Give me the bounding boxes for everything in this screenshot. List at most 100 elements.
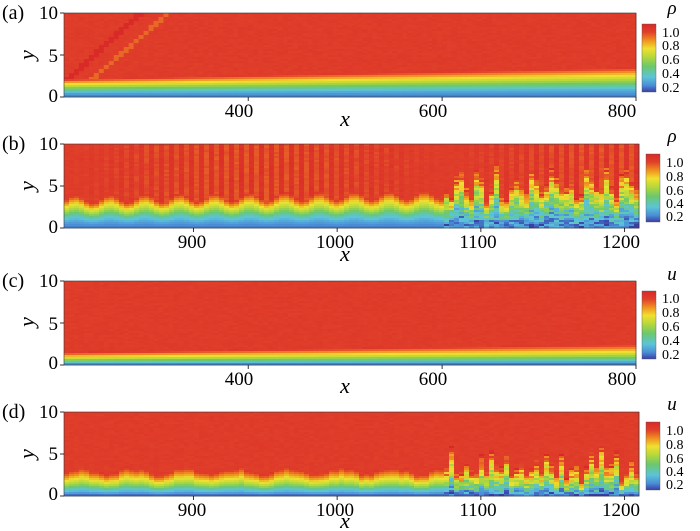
heatmap-cell [248, 49, 254, 52]
heatmap-cell [506, 45, 513, 48]
heatmap-cell [133, 33, 139, 36]
heatmap-cell [496, 67, 503, 70]
heatmap-cell [417, 91, 423, 94]
colorbar-a: ρ 1.0 0.8 0.6 0.4 0.2 [641, 0, 680, 96]
heatmap-cell [322, 21, 329, 24]
heatmap-cell [442, 61, 448, 64]
heatmap-cell [446, 57, 453, 60]
heatmap-cell [208, 47, 214, 50]
heatmap-cell [501, 49, 508, 52]
heatmap-cell [218, 93, 224, 96]
heatmap-cell [546, 37, 552, 40]
heatmap-cell [496, 23, 503, 26]
heatmap-cell [257, 61, 264, 64]
heatmap-cell [243, 59, 249, 62]
heatmap-cell [437, 37, 443, 40]
heatmap-cell [218, 23, 224, 26]
heatmap-cell [267, 15, 274, 18]
heatmap-cell [208, 29, 214, 32]
heatmap-cell [233, 83, 239, 86]
heatmap-cell [148, 93, 154, 96]
heatmap-cell [352, 69, 358, 72]
heatmap-cell [228, 95, 234, 98]
heatmap-cell [198, 23, 204, 26]
heatmap-cell [93, 53, 100, 56]
heatmap-cell [362, 95, 368, 98]
heatmap-cell [432, 57, 438, 60]
heatmap-cell [392, 77, 398, 80]
heatmap-cell [178, 65, 184, 68]
heatmap-cell [188, 87, 194, 90]
heatmap-cell [203, 25, 209, 28]
heatmap-cell [64, 31, 70, 34]
heatmap-cell [397, 45, 403, 48]
heatmap-cell [267, 45, 274, 48]
heatmap-cell [307, 49, 314, 52]
heatmap-cell [556, 31, 562, 34]
heatmap-cell [337, 83, 343, 86]
heatmap-cell [223, 17, 229, 20]
heatmap-cell [536, 65, 542, 68]
heatmap-cell [332, 77, 338, 80]
heatmap-cell [64, 15, 70, 18]
heatmap-cell [282, 33, 289, 36]
heatmap-cell [83, 93, 90, 96]
heatmap-cell [486, 37, 493, 40]
heatmap-cell [238, 59, 244, 62]
heatmap-cell [282, 67, 289, 70]
heatmap-cell [392, 81, 398, 84]
heatmap-cell [367, 17, 373, 20]
heatmap-cell [297, 57, 304, 60]
heatmap-cell [158, 59, 164, 62]
heatmap-cell [496, 43, 503, 46]
heatmap-cell [352, 17, 358, 20]
heatmap-cell [143, 75, 149, 78]
heatmap-cell [506, 47, 513, 50]
heatmap-cell [501, 53, 508, 56]
heatmap-cell [387, 15, 393, 18]
heatmap-cell [476, 17, 483, 20]
heatmap-cell [362, 69, 368, 72]
heatmap-cell [138, 59, 144, 62]
heatmap-cell [88, 73, 95, 76]
heatmap-cell [108, 51, 115, 54]
heatmap-cell [262, 37, 269, 40]
heatmap-cell [387, 91, 393, 94]
heatmap-cell [183, 57, 189, 60]
heatmap-cell [163, 61, 169, 64]
heatmap-cell [471, 87, 478, 90]
heatmap-cell [526, 73, 532, 76]
heatmap-cell [262, 25, 269, 28]
heatmap-cell [327, 21, 333, 24]
heatmap-cell [143, 19, 149, 22]
heatmap-cell [367, 29, 373, 32]
heatmap-cell [442, 51, 448, 54]
heatmap-cell [193, 23, 199, 26]
heatmap-cell [158, 47, 164, 50]
heatmap-cell [432, 15, 438, 18]
heatmap-cell [178, 21, 184, 24]
heatmap-cell [402, 89, 408, 92]
heatmap-cell [442, 13, 448, 16]
heatmap-cell [332, 21, 338, 24]
heatmap-cell [347, 61, 353, 64]
heatmap-cell [228, 73, 234, 76]
heatmap-cell [83, 31, 90, 34]
heatmap-cell [362, 61, 368, 64]
heatmap-cell [158, 19, 164, 22]
heatmap-cell [442, 71, 448, 74]
heatmap-cell [88, 25, 95, 28]
heatmap-cell [253, 93, 259, 96]
heatmap-cell [382, 39, 388, 42]
heatmap-cell [571, 31, 577, 34]
heatmap-cell [103, 77, 110, 80]
heatmap-cell [476, 53, 483, 56]
heatmap-cell [248, 47, 254, 50]
heatmap-cell [213, 53, 219, 56]
heatmap-cell [496, 61, 503, 64]
heatmap-cell [511, 95, 518, 98]
heatmap-cell [262, 17, 269, 20]
heatmap-cell [412, 45, 418, 48]
heatmap-cell [471, 41, 478, 44]
